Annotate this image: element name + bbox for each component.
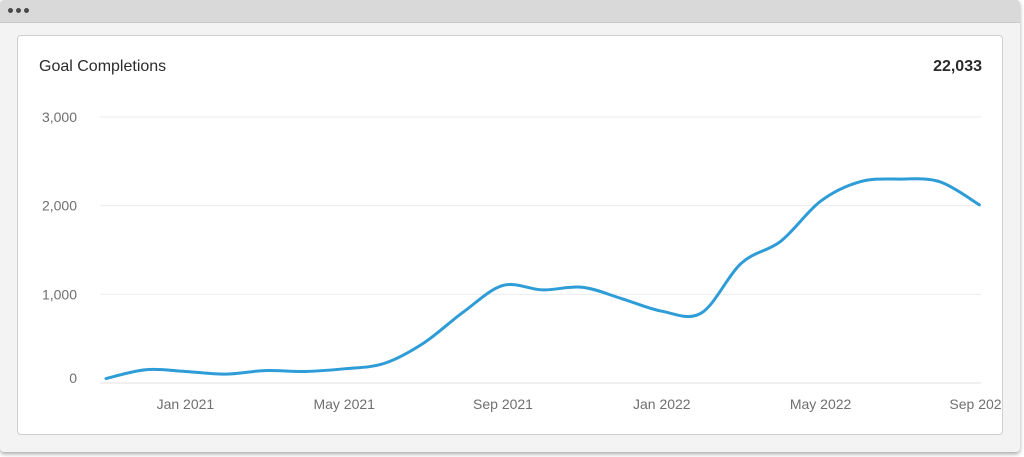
goal-completions-card: Goal Completions 22,033 0 1,000 2,000 3,000… (17, 35, 1003, 435)
x-tick-label: Jan 2021 (157, 396, 215, 412)
x-tick-label: May 2021 (313, 396, 375, 412)
y-tick-label: 1,000 (42, 286, 77, 302)
line-chart: 0 1,000 2,000 3,000 Jan 2021 May 2021 Sep 2021… (42, 109, 1002, 412)
window-dot-icon[interactable] (8, 8, 13, 13)
x-tick-label: Sep 2022 (949, 396, 1002, 412)
series-line (104, 177, 981, 381)
x-tick-label: Jan 2022 (633, 396, 691, 412)
y-tick-label: 0 (69, 370, 77, 386)
titlebar (0, 0, 1020, 23)
y-tick-label: 3,000 (42, 109, 77, 125)
x-tick-label: May 2022 (790, 396, 852, 412)
window-dot-icon[interactable] (16, 8, 21, 13)
window-dot-icon[interactable] (24, 8, 29, 13)
x-tick-label: Sep 2021 (473, 396, 533, 412)
y-tick-label: 2,000 (42, 198, 77, 214)
total-value: 22,033 (933, 58, 982, 75)
card-title: Goal Completions (39, 58, 167, 75)
